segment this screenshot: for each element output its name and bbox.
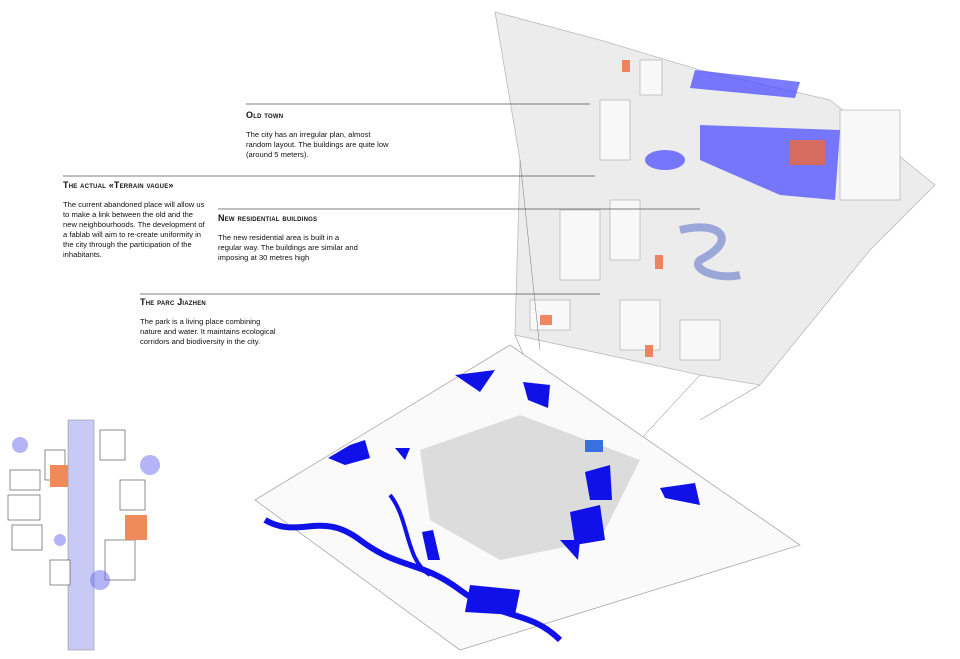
annotation-title: The actual «Terrain vague» [63,180,174,190]
canal [388,493,432,577]
leader-lines [63,103,700,295]
map-blue [328,370,700,615]
annotation-title: New residential buildings [218,213,318,223]
annotation: New residential buildings The new reside… [218,213,358,263]
highlights [540,60,825,357]
annotation: Old town The city has an irregular plan,… [246,110,396,160]
river [263,517,563,643]
park-stream [679,223,741,281]
annotation: The parc Jiazhen The park is a living pl… [140,297,280,347]
annotation-title: The parc Jiazhen [140,297,206,307]
annotation-title: Old town [246,110,284,120]
annotation-text: The park is a living place combining nat… [140,317,276,346]
annotation: The actual «Terrain vague» The current a… [63,180,205,260]
sketch [7,419,160,651]
annotation-text: The new residential area is built in a r… [218,233,358,262]
annotation-text: The current abandoned place will allow u… [63,200,205,259]
annotation-text: The city has an irregular plan, almost r… [246,130,389,159]
